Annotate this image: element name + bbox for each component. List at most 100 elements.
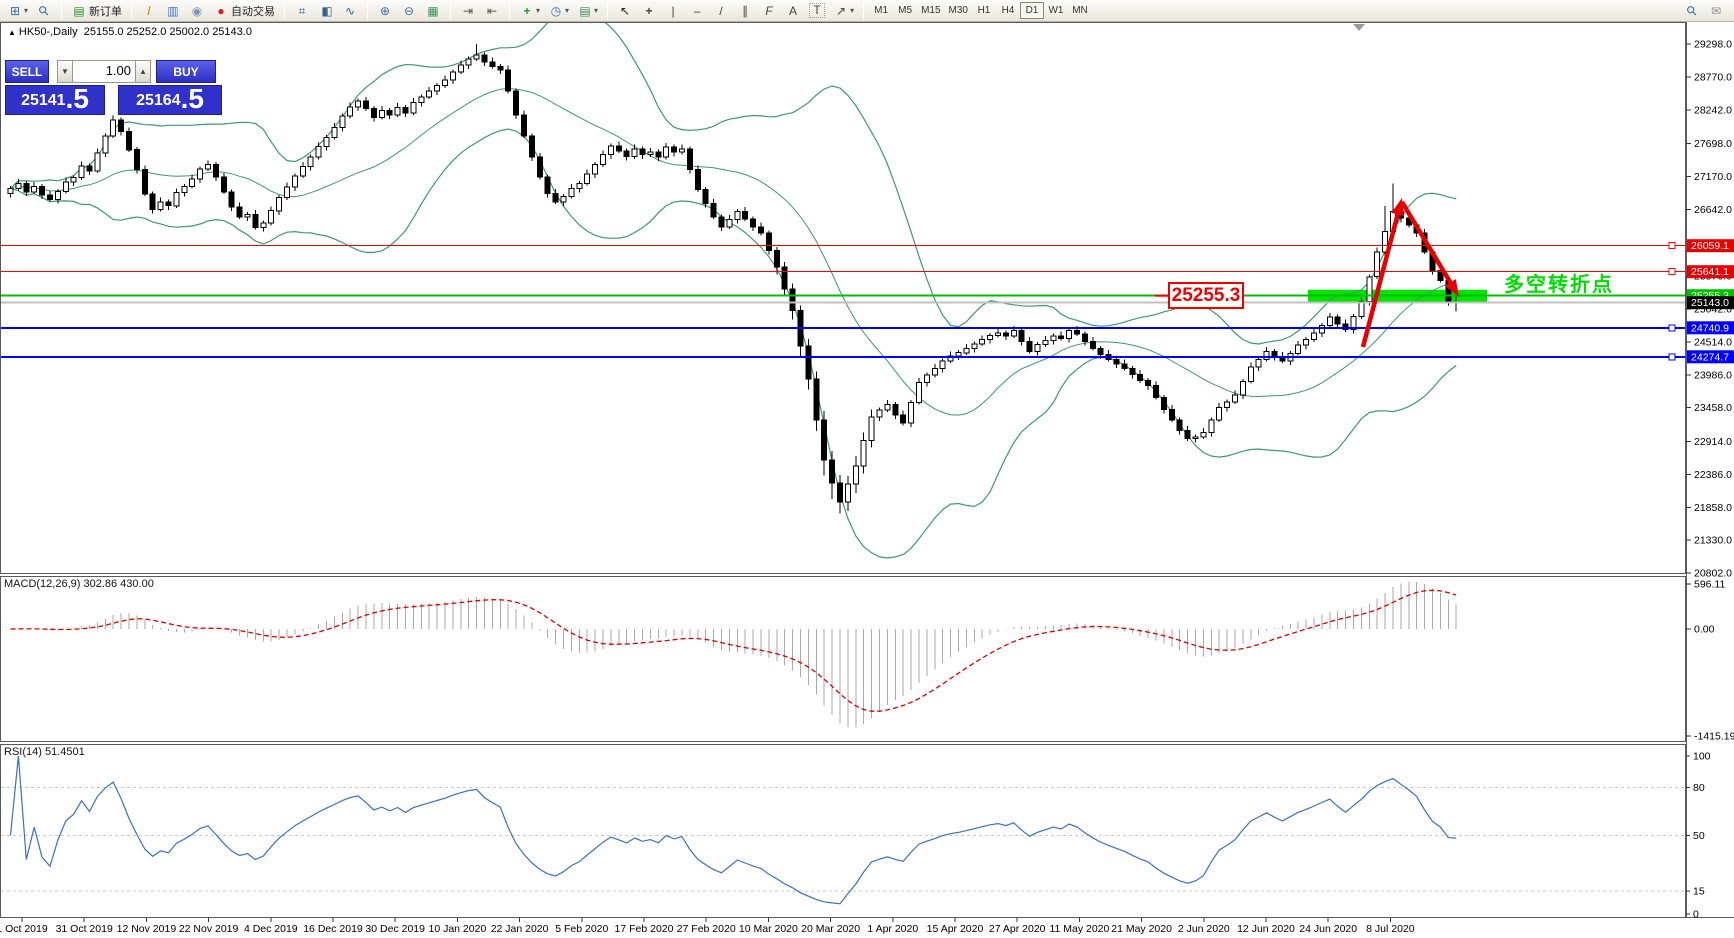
arrows-tool-button[interactable]: ↗ ▾	[829, 1, 858, 21]
svg-text:24740.9: 24740.9	[1691, 322, 1729, 334]
timeframe-m1-button[interactable]: M1	[874, 5, 889, 16]
vertical-line-icon: |	[671, 3, 675, 18]
signals-button[interactable]: ◉	[185, 1, 209, 21]
terminal-button[interactable]: ▥	[161, 1, 185, 21]
svg-text:0.00: 0.00	[1694, 624, 1715, 636]
svg-text:5 Feb 2020: 5 Feb 2020	[555, 923, 608, 935]
svg-text:50: 50	[1693, 830, 1705, 842]
svg-text:28242.0: 28242.0	[1694, 104, 1732, 116]
svg-text:16 Dec 2019: 16 Dec 2019	[303, 923, 363, 935]
chevron-down-icon: ▾	[24, 6, 29, 15]
templates-button[interactable]: ▤ ▾	[573, 1, 602, 21]
rsi-indicator-label: RSI(14) 51.4501	[4, 746, 85, 758]
svg-text:27170.0: 27170.0	[1694, 171, 1732, 183]
svg-text:26059.1: 26059.1	[1691, 240, 1729, 252]
broom-icon: /	[147, 3, 151, 18]
line-mode-button[interactable]: ∿	[338, 1, 362, 21]
svg-text:10 Jan 2020: 10 Jan 2020	[428, 923, 486, 935]
periods-button[interactable]: ◷ ▾	[544, 1, 573, 21]
arrows-icon: ↗	[836, 3, 847, 18]
svg-text:22914.0: 22914.0	[1694, 436, 1732, 448]
buy-price[interactable]: 25164.5	[118, 85, 222, 115]
svg-text:80: 80	[1693, 782, 1705, 794]
svg-text:31 Oct 2019: 31 Oct 2019	[56, 923, 113, 935]
cursor-icon: ↖	[620, 3, 631, 18]
new-chart-icon: ⊞	[9, 3, 21, 18]
styles-button[interactable]: /	[137, 1, 161, 21]
timeframe-m5-button[interactable]: M5	[898, 5, 913, 16]
svg-text:11 May 2020: 11 May 2020	[1049, 923, 1109, 935]
svg-text:10 Mar 2020: 10 Mar 2020	[739, 923, 798, 935]
sell-button[interactable]: SELL	[5, 60, 49, 83]
candles-mode-button[interactable]: ▮▯	[314, 1, 338, 21]
new-order-button[interactable]: ▤ 新订单	[67, 1, 126, 21]
chart-shift-icon: ⇤	[486, 3, 498, 18]
template-chart-icon: ▤	[579, 3, 591, 18]
zoom-in-button[interactable]: ⊕	[373, 1, 397, 21]
terminal-icon: ▥	[167, 3, 179, 18]
svg-text:24514.0: 24514.0	[1694, 336, 1732, 348]
cursor-tool-button[interactable]: ↖	[613, 1, 637, 21]
svg-text:24274.7: 24274.7	[1691, 351, 1729, 363]
indicators-plus-icon: +	[523, 3, 531, 18]
chevron-down-icon: ▾	[565, 6, 570, 15]
timeframe-h4-button[interactable]: H4	[1001, 5, 1015, 16]
timeframe-h1-button[interactable]: H1	[977, 5, 991, 16]
svg-text:27 Apr 2020: 27 Apr 2020	[989, 923, 1046, 935]
svg-text:21 May 2020: 21 May 2020	[1111, 923, 1172, 935]
text-tool-button[interactable]: A	[781, 1, 805, 21]
chat-button[interactable]: ✉	[1704, 1, 1728, 21]
turning-point-note[interactable]: 多空转折点	[1504, 274, 1614, 296]
zoom-out-button[interactable]: ⊖	[397, 1, 421, 21]
buy-button[interactable]: BUY	[156, 60, 216, 83]
price-callout-box[interactable]: 25255.3	[1168, 282, 1244, 309]
vertical-line-tool-button[interactable]: |	[661, 1, 685, 21]
chevron-down-icon: ▾	[594, 6, 599, 15]
bars-icon: ⌗	[298, 3, 306, 18]
svg-text:-1415.19: -1415.19	[1694, 730, 1734, 742]
timeframe-w1-button[interactable]: W1	[1048, 5, 1064, 16]
svg-text:25641.1: 25641.1	[1691, 266, 1729, 278]
fibonacci-tool-button[interactable]: F	[757, 1, 781, 21]
crosshair-tool-button[interactable]: +	[637, 1, 661, 21]
autotrading-icon: ●	[217, 3, 225, 18]
macd-indicator-label: MACD(12,26,9) 302.86 430.00	[4, 578, 154, 590]
auto-scroll-button[interactable]: ⇥	[456, 1, 480, 21]
svg-text:26642.0: 26642.0	[1694, 204, 1732, 216]
svg-text:22386.0: 22386.0	[1694, 469, 1732, 481]
svg-text:21330.0: 21330.0	[1694, 535, 1732, 547]
timeframe-mn-button[interactable]: MN	[1072, 5, 1088, 16]
bars-mode-button[interactable]: ⌗	[290, 1, 314, 21]
volume-increase-button[interactable]: ▲	[135, 60, 151, 83]
indicators-button[interactable]: + ▾	[515, 1, 544, 21]
volume-decrease-button[interactable]: ▼	[57, 60, 73, 83]
symbol-ohlc-line: ▲ HK50-,Daily 25155.0 25252.0 25002.0 251…	[8, 26, 252, 38]
new-chart-button[interactable]: ⊞ ▾	[3, 1, 32, 21]
crosshair-icon: +	[645, 3, 653, 18]
channel-tool-button[interactable]: ∥	[733, 1, 757, 21]
channel-icon: ∥	[742, 3, 749, 18]
svg-text:12 Nov 2019: 12 Nov 2019	[117, 923, 177, 935]
timeframe-d1-button[interactable]: D1	[1019, 2, 1044, 19]
timeframe-m15-button[interactable]: M15	[921, 5, 941, 16]
symbol-name: HK50-,Daily	[18, 26, 78, 38]
label-tool-button[interactable]: T	[805, 1, 829, 21]
chart-shift-button[interactable]: ⇤	[480, 1, 504, 21]
svg-text:596.11: 596.11	[1694, 579, 1725, 591]
volume-input[interactable]: 1.00	[73, 60, 135, 83]
horizontal-line-tool-button[interactable]: –	[685, 1, 709, 21]
chart-shift-marker-icon	[1353, 24, 1365, 31]
trendline-icon: /	[719, 3, 723, 18]
svg-text:30 Dec 2019: 30 Dec 2019	[365, 923, 425, 935]
trendline-tool-button[interactable]: /	[709, 1, 733, 21]
one-click-trading-panel: SELL ▼ 1.00 ▲ BUY 25141.5 25164.5	[5, 60, 227, 115]
autotrading-label: 自动交易	[231, 5, 276, 18]
autotrading-button[interactable]: ● 自动交易	[209, 1, 279, 21]
svg-text:8 Jul 2020: 8 Jul 2020	[1366, 923, 1415, 935]
timeframe-m30-button[interactable]: M30	[948, 5, 968, 16]
tile-windows-icon: ▦	[427, 3, 439, 18]
svg-text:2 Jun 2020: 2 Jun 2020	[1178, 923, 1230, 935]
tile-windows-button[interactable]: ▦	[421, 1, 445, 21]
sell-price[interactable]: 25141.5	[5, 85, 105, 115]
